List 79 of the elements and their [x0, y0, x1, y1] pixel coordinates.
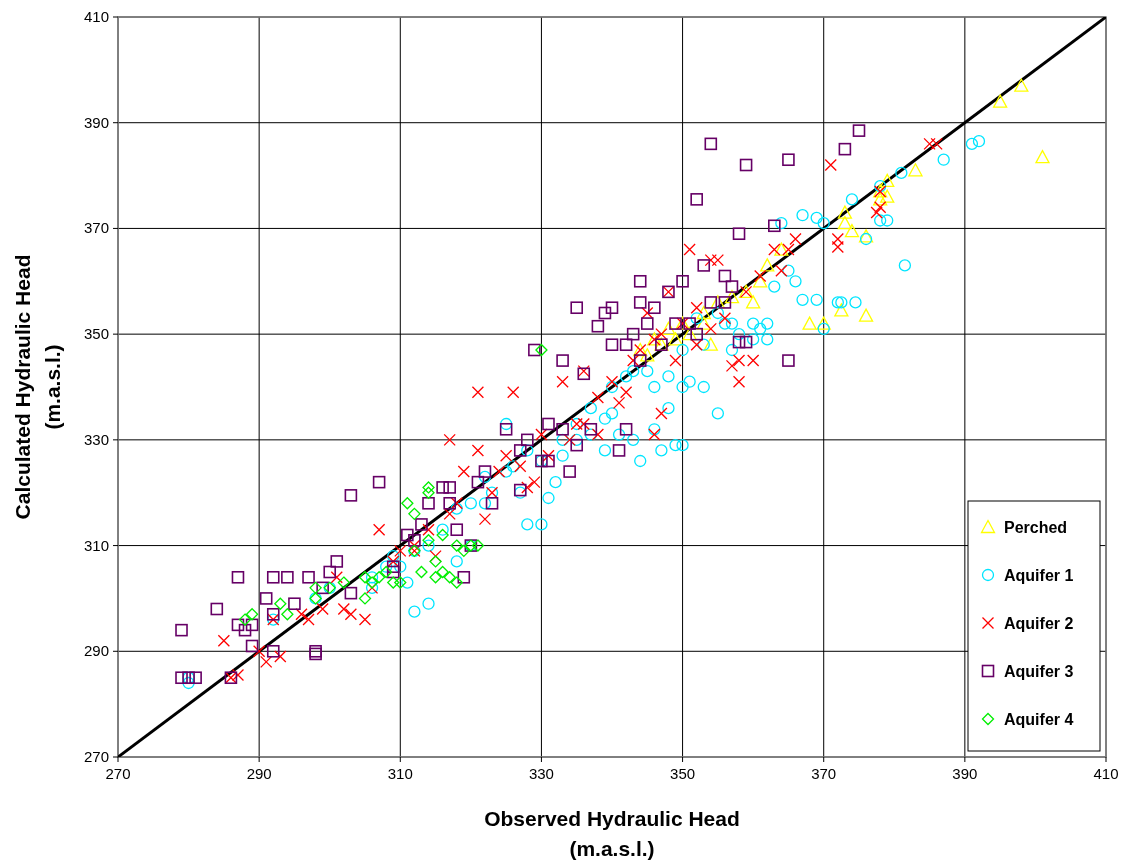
point	[640, 348, 655, 362]
y-tick-label: 370	[83, 219, 109, 237]
point	[238, 613, 252, 626]
point	[457, 544, 470, 558]
point	[802, 316, 817, 330]
point	[908, 163, 923, 177]
point	[992, 94, 1008, 108]
point	[358, 571, 372, 584]
point	[365, 576, 379, 589]
y-tick-label: 290	[83, 642, 109, 660]
y-tick-label: 310	[83, 536, 109, 554]
point	[696, 305, 711, 320]
point	[880, 189, 895, 203]
x-axis-title: Observed Hydraulic Head (m.a.s.l.)	[484, 807, 740, 860]
legend-label: Aquifer 4	[1004, 711, 1074, 728]
x-tick-label: 410	[1093, 765, 1119, 782]
point	[380, 565, 393, 579]
point	[337, 576, 350, 589]
point	[703, 337, 718, 351]
point	[837, 215, 853, 230]
point	[429, 555, 442, 568]
point	[422, 486, 435, 499]
point	[668, 332, 683, 346]
point	[401, 497, 414, 510]
point	[1014, 78, 1029, 92]
point	[816, 316, 831, 330]
point	[724, 289, 740, 304]
point	[408, 507, 421, 521]
point	[774, 242, 789, 256]
point	[753, 274, 768, 288]
point	[436, 528, 449, 542]
point	[429, 571, 442, 584]
x-tick-label: 350	[670, 765, 696, 782]
x-tick-label: 390	[952, 765, 978, 782]
x-tick-label: 310	[387, 765, 413, 782]
point	[858, 308, 874, 322]
legend-label: Perched	[1004, 519, 1068, 536]
point	[535, 343, 548, 357]
x-tick-label: 290	[246, 765, 272, 782]
x-tick-label: 370	[811, 765, 837, 782]
y-tick-label: 350	[83, 325, 109, 343]
point	[873, 192, 888, 206]
point	[760, 258, 775, 272]
point	[696, 316, 711, 330]
point	[682, 326, 697, 341]
point	[837, 205, 853, 219]
legend-label: Aquifer 1	[1004, 567, 1074, 584]
point	[661, 321, 676, 336]
point	[1035, 149, 1050, 164]
point	[274, 597, 287, 610]
point	[387, 576, 400, 589]
point	[710, 295, 726, 309]
point	[471, 539, 485, 552]
x-tick-label: 270	[105, 765, 131, 782]
point	[415, 565, 428, 579]
point	[422, 534, 435, 547]
point	[834, 303, 849, 317]
point	[745, 295, 761, 309]
y-axis-title: Calculated Hydraulic Head (m.a.s.l.)	[11, 254, 64, 520]
point	[372, 571, 386, 584]
y-tick-label: 410	[83, 8, 109, 25]
point	[358, 592, 372, 605]
point	[880, 173, 895, 188]
point	[422, 481, 435, 494]
point	[245, 608, 259, 621]
x-tick-label: 330	[528, 765, 554, 782]
point	[450, 576, 463, 589]
point	[394, 576, 407, 589]
legend-label: Aquifer 2	[1004, 615, 1074, 632]
point	[450, 539, 463, 552]
point	[281, 608, 294, 621]
point	[844, 223, 860, 238]
point	[443, 571, 456, 584]
y-tick-label: 270	[83, 748, 109, 765]
point	[436, 565, 449, 579]
point	[309, 581, 322, 595]
legend-label: Aquifer 3	[1004, 663, 1074, 680]
y-tick-label: 390	[83, 113, 109, 131]
y-tick-label: 330	[83, 430, 109, 448]
